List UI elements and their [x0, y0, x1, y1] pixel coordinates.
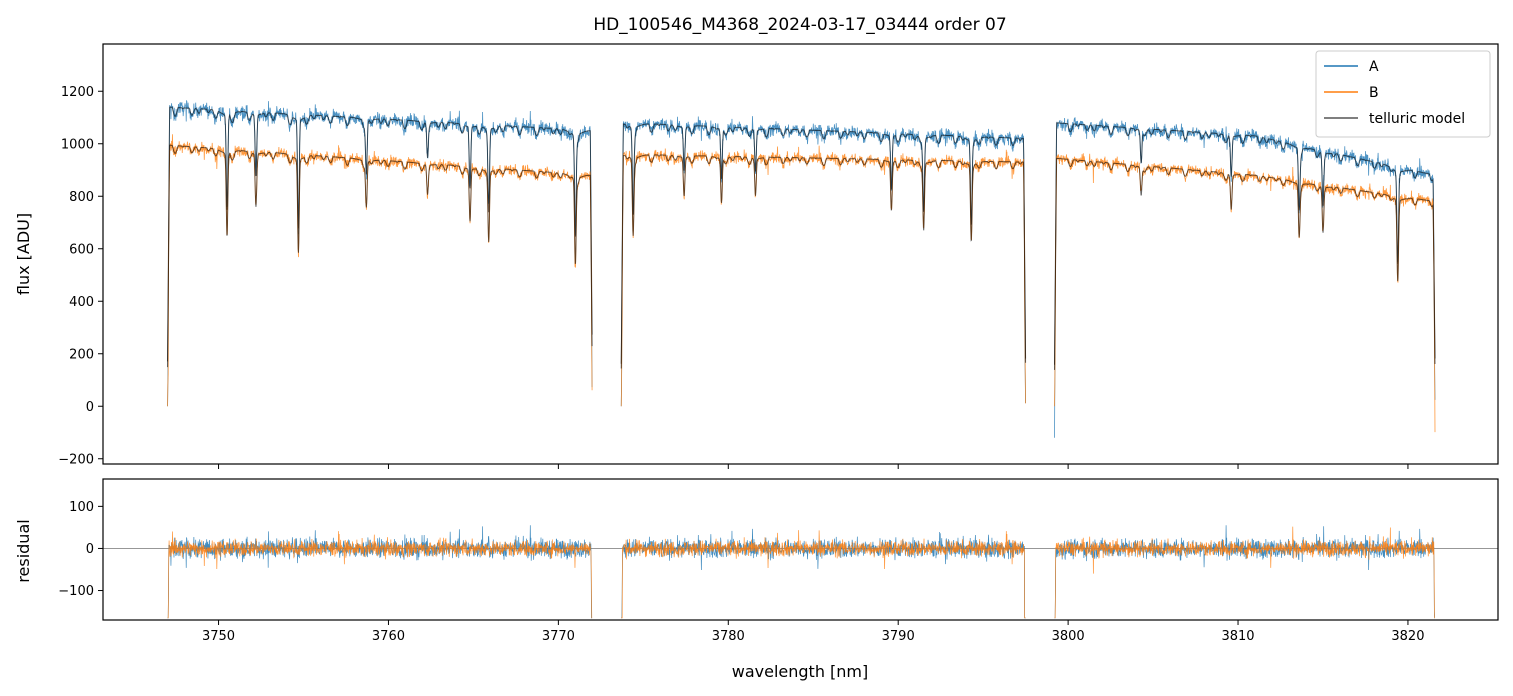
residual-y-axis-label: residual [14, 519, 33, 582]
residual-panel: −100 0 100 3750 3760 3770 3780 3790 3800 3810 382… [14, 478, 1499, 681]
residual-x-tick-label: 3810 [1221, 629, 1254, 644]
spectrum-y-tick-label: −200 [58, 452, 94, 467]
spectrum-x-ticks [218, 464, 1409, 469]
spectrum-plot-frame [102, 43, 1499, 465]
residual-traces [103, 525, 1498, 619]
legend-box [1315, 50, 1491, 138]
telluric-model-a-segment-1 [167, 106, 593, 362]
spectrum-y-tick-label: 200 [69, 347, 94, 362]
residual-y-tick-label: −100 [58, 584, 94, 599]
residual-x-tick-label: 3750 [202, 629, 235, 644]
spectrum-y-tick-label: 1200 [61, 85, 94, 100]
residual-x-tick-label: 3770 [542, 629, 575, 644]
spectrum-y-tick-label: 600 [69, 242, 94, 257]
residual-y-tick-label: 100 [69, 500, 94, 515]
x-axis-label: wavelength [nm] [732, 662, 869, 681]
legend: A B telluric model [1315, 50, 1491, 138]
telluric-model-a-segment-2 [620, 123, 1027, 364]
telluric-model-b-segment-2 [620, 154, 1027, 369]
telluric-model-b-segment-1 [167, 144, 593, 368]
residual-b-segment-2 [621, 530, 1026, 619]
residual-x-ticks: 3750 3760 3770 3780 3790 3800 3810 3820 [202, 620, 1424, 644]
legend-label-telluric: telluric model [1369, 111, 1465, 127]
residual-x-tick-label: 3800 [1052, 629, 1085, 644]
residual-x-tick-label: 3820 [1391, 629, 1424, 644]
spectrum-y-tick-label: 800 [69, 190, 94, 205]
spectrum-y-tick-label: 0 [86, 400, 94, 415]
series-a-segment-3 [1054, 117, 1436, 438]
residual-plot-frame [102, 478, 1499, 621]
series-b-segment-2 [620, 145, 1026, 407]
legend-label-a: A [1369, 59, 1379, 75]
legend-label-b: B [1369, 85, 1379, 101]
spectrum-traces [167, 100, 1436, 438]
spectrum-panel: −200 0 200 400 600 800 1000 1200 HD_100546_M436… [14, 15, 1499, 469]
spectrum-y-axis-label: flux [ADU] [14, 213, 33, 295]
telluric-model-b-segment-3 [1054, 157, 1436, 370]
residual-b-segment-3 [1054, 526, 1436, 619]
residual-x-tick-label: 3760 [372, 629, 405, 644]
residual-x-tick-label: 3790 [882, 629, 915, 644]
residual-x-tick-label: 3780 [712, 629, 745, 644]
spectrum-plot-background [103, 44, 1498, 464]
spectrum-y-tick-label: 400 [69, 295, 94, 310]
residual-b-segment-1 [167, 531, 593, 619]
telluric-model-a-segment-3 [1054, 122, 1436, 365]
spectrum-y-ticks: −200 0 200 400 600 800 1000 1200 [58, 85, 103, 467]
chart-title: HD_100546_M4368_2024-03-17_03444 order 0… [593, 15, 1006, 35]
residual-y-ticks: −100 0 100 [58, 500, 103, 599]
spectrum-y-tick-label: 1000 [61, 137, 94, 152]
residual-y-tick-label: 0 [86, 542, 94, 557]
